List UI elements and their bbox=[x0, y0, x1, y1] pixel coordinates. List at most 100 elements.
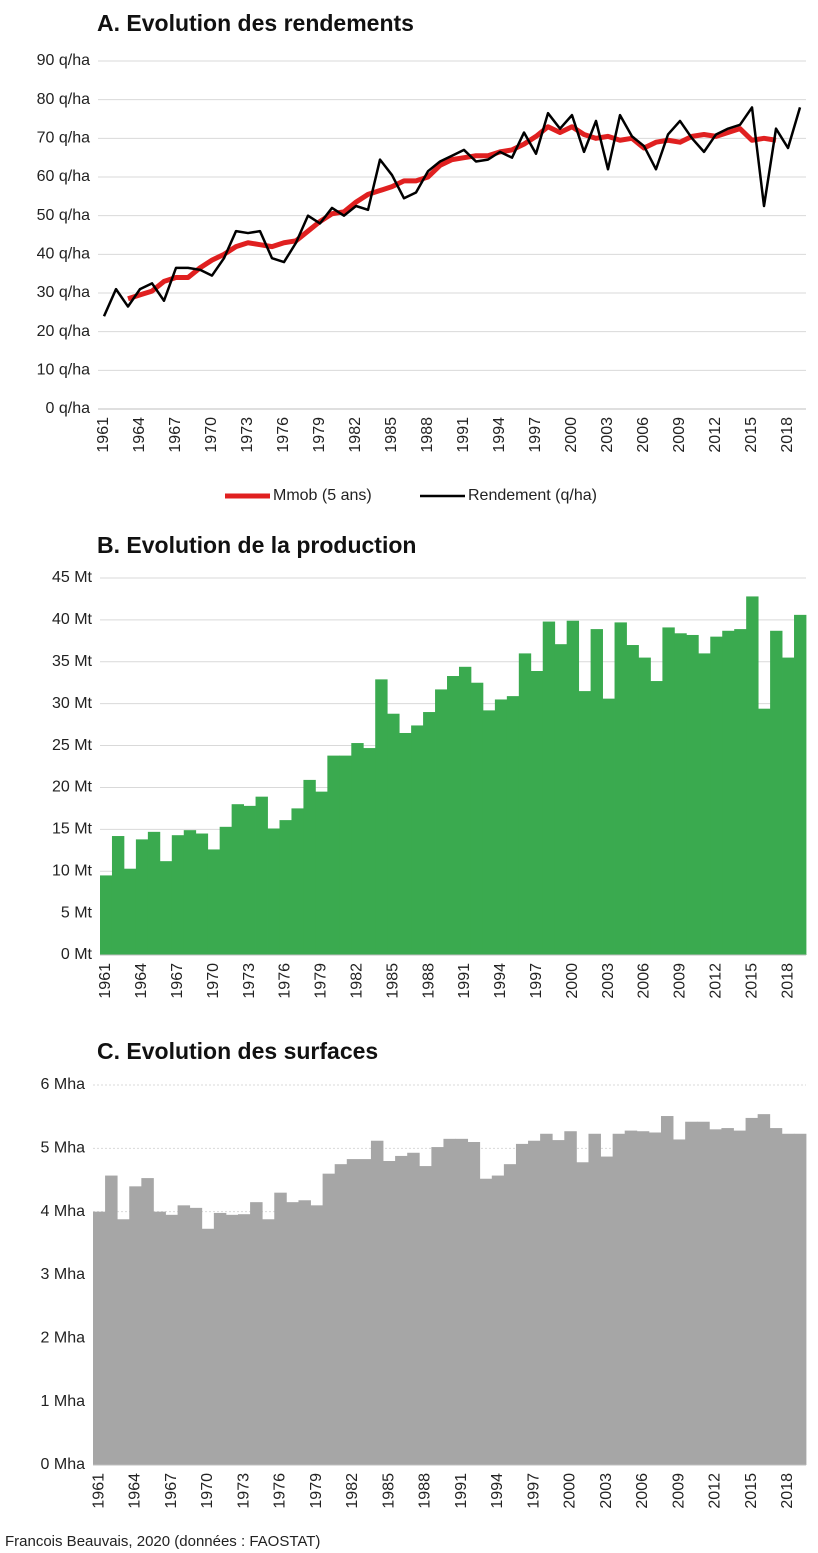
x-tick-label: 1982 bbox=[344, 1473, 361, 1509]
y-tick-label: 20 q/ha bbox=[37, 323, 90, 340]
bar bbox=[638, 657, 651, 955]
bar bbox=[685, 1121, 698, 1465]
x-tick-label: 1970 bbox=[203, 417, 220, 453]
x-tick-label: 1985 bbox=[384, 963, 401, 999]
bar bbox=[443, 1138, 456, 1465]
bar bbox=[219, 826, 233, 955]
bar bbox=[566, 620, 580, 955]
x-tick-label: 2018 bbox=[779, 963, 796, 999]
bar bbox=[435, 689, 448, 955]
bar bbox=[722, 630, 735, 955]
bar bbox=[383, 1161, 396, 1465]
bar bbox=[506, 696, 520, 955]
x-tick-label: 1961 bbox=[95, 417, 112, 453]
bar bbox=[626, 645, 639, 955]
bar bbox=[494, 699, 508, 955]
x-tick-label: 1994 bbox=[489, 1473, 506, 1509]
x-tick-label: 1973 bbox=[241, 963, 258, 999]
bar bbox=[770, 630, 783, 955]
x-tick-label: 1988 bbox=[419, 417, 436, 453]
bar bbox=[93, 1211, 106, 1465]
chart-title: B. Evolution de la production bbox=[97, 532, 416, 558]
y-tick-label: 45 Mt bbox=[52, 569, 93, 586]
x-tick-label: 2018 bbox=[779, 1473, 796, 1509]
bar bbox=[423, 712, 436, 955]
bar bbox=[395, 1155, 408, 1465]
x-tick-label: 2009 bbox=[670, 1473, 687, 1509]
x-tick-label: 1964 bbox=[133, 963, 150, 999]
y-tick-label: 5 Mt bbox=[61, 904, 93, 921]
bar bbox=[238, 1214, 251, 1465]
bar bbox=[709, 1129, 722, 1465]
x-tick-label: 1979 bbox=[313, 963, 330, 999]
bar bbox=[153, 1211, 166, 1465]
x-tick-label: 2000 bbox=[564, 963, 581, 999]
bar bbox=[255, 796, 268, 955]
bar bbox=[105, 1175, 118, 1465]
bar bbox=[447, 676, 460, 955]
x-tick-label: 1976 bbox=[275, 417, 292, 453]
y-tick-label: 35 Mt bbox=[52, 653, 93, 670]
y-tick-label: 0 Mha bbox=[41, 1456, 86, 1473]
bar bbox=[769, 1128, 783, 1465]
bar bbox=[576, 1162, 589, 1465]
bar bbox=[111, 836, 125, 955]
bar bbox=[554, 644, 568, 955]
x-tick-label: 2006 bbox=[634, 1473, 651, 1509]
bar bbox=[201, 1228, 215, 1465]
bar bbox=[540, 1133, 553, 1465]
bar bbox=[467, 1142, 481, 1465]
y-tick-label: 40 q/ha bbox=[37, 246, 90, 263]
bar bbox=[710, 636, 723, 955]
x-tick-label: 2018 bbox=[779, 417, 796, 453]
bar bbox=[291, 808, 304, 955]
bar bbox=[674, 633, 687, 955]
bar bbox=[370, 1140, 384, 1465]
bar bbox=[411, 725, 424, 955]
bar bbox=[602, 698, 615, 955]
bar bbox=[399, 732, 412, 955]
bar bbox=[407, 1152, 420, 1465]
line-series bbox=[127, 124, 777, 302]
x-tick-label: 1973 bbox=[235, 1473, 252, 1509]
x-tick-label: 1967 bbox=[163, 1473, 180, 1509]
x-tick-label: 2003 bbox=[600, 963, 617, 999]
bar bbox=[662, 627, 675, 955]
y-tick-label: 50 q/ha bbox=[37, 207, 90, 224]
bar bbox=[165, 1214, 178, 1465]
bar bbox=[733, 1130, 746, 1465]
x-tick-label: 2003 bbox=[598, 1473, 615, 1509]
x-tick-label: 1997 bbox=[525, 1473, 542, 1509]
bar bbox=[515, 1143, 529, 1465]
bar bbox=[213, 1212, 227, 1465]
x-tick-label: 1979 bbox=[308, 1473, 325, 1509]
x-tick-label: 1967 bbox=[167, 417, 184, 453]
chart-title: A. Evolution des rendements bbox=[97, 10, 414, 36]
x-tick-label: 1970 bbox=[199, 1473, 216, 1509]
bar bbox=[782, 657, 795, 955]
bar bbox=[207, 849, 221, 955]
bar bbox=[590, 629, 603, 955]
bar bbox=[387, 713, 400, 955]
bar bbox=[375, 679, 388, 955]
bar bbox=[147, 831, 161, 955]
x-tick-label: 2012 bbox=[707, 963, 724, 999]
bar bbox=[117, 1219, 130, 1465]
bar bbox=[363, 748, 376, 955]
source: Francois Beauvais, 2020 (données : FAOST… bbox=[5, 1533, 320, 1550]
x-tick-label: 1979 bbox=[311, 417, 328, 453]
legend-label: Mmob (5 ans) bbox=[273, 487, 372, 504]
bar bbox=[334, 1164, 348, 1465]
y-tick-label: 40 Mt bbox=[52, 611, 93, 628]
y-tick-label: 5 Mha bbox=[41, 1140, 86, 1157]
bar bbox=[298, 1200, 311, 1465]
y-tick-label: 10 q/ha bbox=[37, 362, 90, 379]
bar bbox=[100, 875, 113, 955]
bar bbox=[189, 1207, 203, 1465]
bar bbox=[243, 805, 256, 955]
x-tick-label: 1994 bbox=[491, 417, 508, 453]
y-tick-label: 20 Mt bbox=[52, 779, 93, 796]
x-tick-label: 1991 bbox=[455, 417, 472, 453]
x-tick-label: 1961 bbox=[90, 1473, 107, 1509]
x-tick-label: 2009 bbox=[671, 417, 688, 453]
